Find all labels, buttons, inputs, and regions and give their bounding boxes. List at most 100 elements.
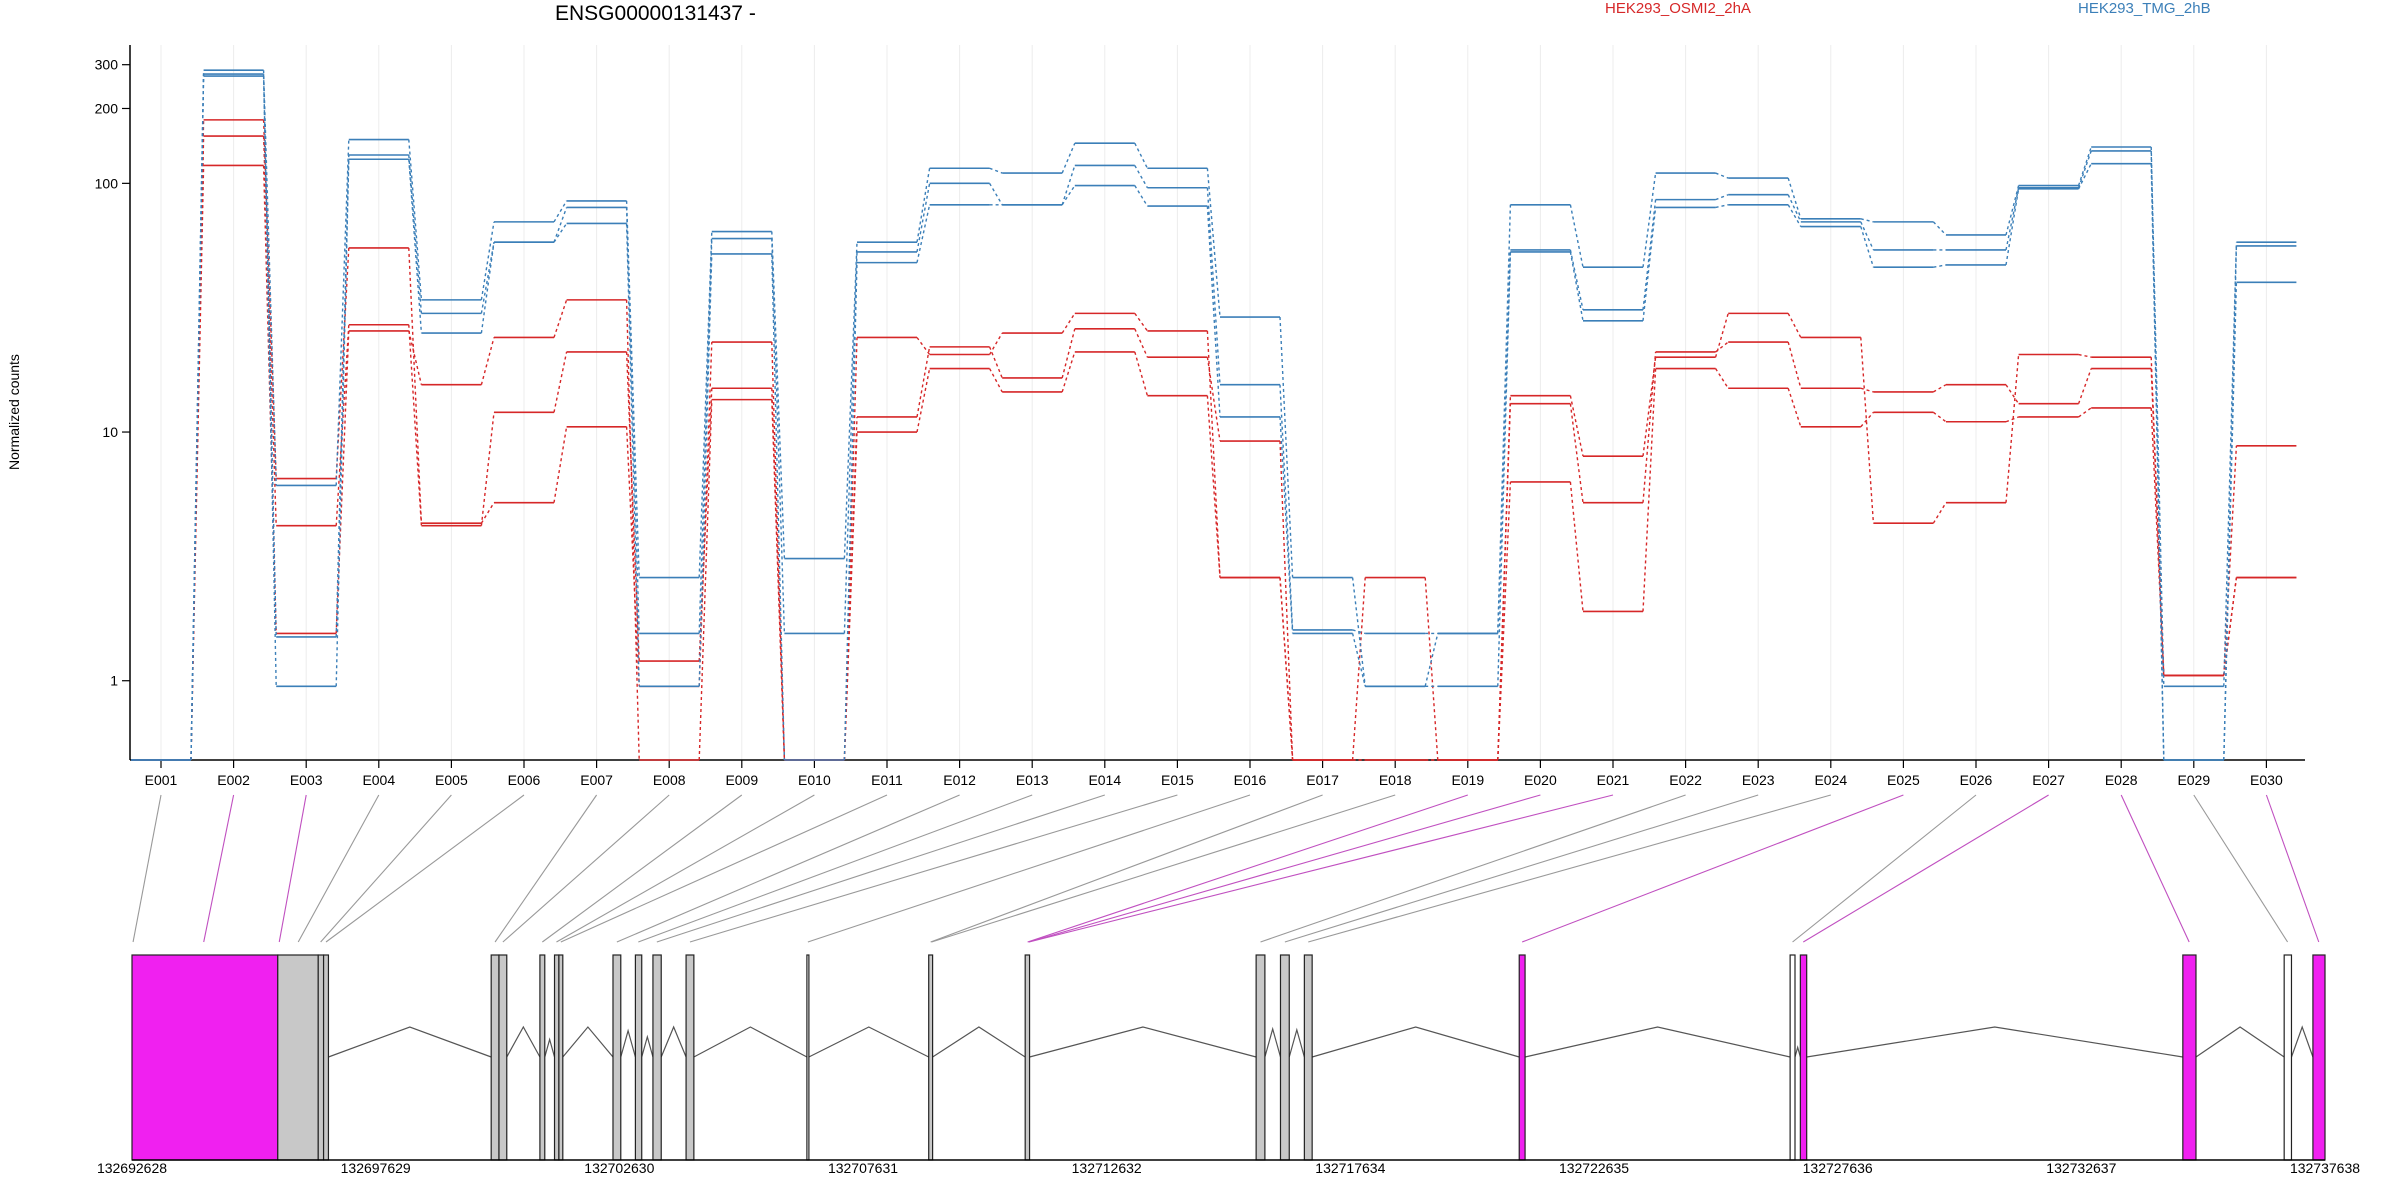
x-tick-label-e017: E017: [1306, 772, 1339, 788]
series-3-link: [1497, 204, 1512, 634]
series-4-link: [625, 207, 640, 634]
x-tick-label-e011: E011: [871, 772, 903, 788]
genomic-coord-label: 132692628: [97, 1160, 167, 1176]
x-tick-label-e004: E004: [362, 772, 395, 788]
series-5-link: [843, 262, 858, 761]
series-3-link: [262, 70, 277, 486]
series-1-link: [2223, 445, 2238, 676]
series-5-link: [1061, 185, 1076, 206]
series-0-link: [1351, 577, 1366, 761]
exon-box: [634, 954, 643, 1161]
x-tick-label-e001: E001: [145, 772, 178, 788]
series-0-link: [408, 247, 423, 524]
connector-e011: [560, 794, 888, 943]
series-4-link: [2223, 245, 2238, 761]
series-3-link: [1715, 172, 1729, 179]
series-0-link: [1787, 313, 1802, 338]
series-2-link: [1715, 368, 1729, 389]
x-tick-label-e007: E007: [580, 772, 613, 788]
series-4-link: [553, 207, 568, 243]
connector-e027: [1802, 794, 2049, 943]
series-3-link: [1279, 317, 1294, 578]
connector-e020: [1028, 794, 1541, 943]
series-4-link: [2077, 150, 2092, 188]
x-tick-label-e009: E009: [725, 772, 758, 788]
exon-box: [1799, 954, 1808, 1161]
exon-connectors: [132, 794, 2320, 943]
exon-box: [1279, 954, 1290, 1161]
series-5-link: [1715, 204, 1729, 209]
genomic-coord-label: 132722635: [1559, 1160, 1629, 1176]
series-0-link: [553, 426, 568, 503]
connector-e005: [320, 794, 452, 943]
exon-box: [490, 954, 500, 1161]
x-tick-label-e024: E024: [1814, 772, 1847, 788]
series-1-link: [553, 351, 568, 413]
series-0-link: [988, 332, 1003, 355]
series-1-link: [1206, 357, 1221, 442]
intron: [808, 1026, 929, 1058]
connector-e029: [2193, 794, 2289, 943]
series-2-link: [2223, 577, 2238, 676]
series-2-link: [1569, 481, 1584, 612]
series-5-link: [335, 159, 350, 687]
series-4-link: [1860, 221, 1875, 251]
exon-box: [1303, 954, 1313, 1161]
x-tick-label-e015: E015: [1161, 772, 1194, 788]
series-0-link: [1642, 357, 1657, 457]
series-1-link: [2005, 384, 2020, 405]
series-0-link: [1061, 313, 1076, 334]
series-3-link: [1061, 142, 1076, 174]
x-tick-label-e030: E030: [2250, 772, 2283, 788]
series-5-link: [698, 253, 713, 687]
series-1-link: [916, 346, 931, 418]
genomic-coord-label: 132737638: [2290, 1160, 2360, 1176]
legend-label-tmg: HEK293_TMG_2hB: [2078, 0, 2211, 17]
series-0-link: [1569, 395, 1584, 457]
series-1-link: [1061, 328, 1076, 379]
series-2-link: [1497, 481, 1512, 761]
exon-box: [1518, 954, 1526, 1161]
series-2-link: [480, 337, 495, 385]
exon-box: [2283, 954, 2293, 1161]
series-3-link: [1642, 172, 1657, 268]
series-4-link: [1569, 249, 1584, 310]
genomic-coord-label: 132727636: [1803, 1160, 1873, 1176]
vertical-grid: [160, 45, 2267, 760]
series-5-link: [1787, 204, 1802, 227]
x-tick-label-e014: E014: [1088, 772, 1121, 788]
axes: 1 10 100 200 300 E001 E002 E003 E004 E005 E006 E007…: [95, 45, 2305, 788]
x-tick-label-e028: E028: [2105, 772, 2138, 788]
series-2-link: [1134, 351, 1149, 396]
chart-title: ENSG00000131437 -: [555, 2, 756, 25]
exon-box: [558, 954, 564, 1161]
y-tick-label: 300: [95, 57, 119, 73]
series-4-link: [1352, 629, 1366, 635]
series-0-link: [916, 337, 931, 355]
y-tick-label: 100: [95, 175, 119, 191]
genomic-coord-label: 132712632: [1072, 1160, 1142, 1176]
series-1-link: [1715, 341, 1729, 353]
x-tick-label-e020: E020: [1524, 772, 1557, 788]
x-tick-label-e016: E016: [1234, 772, 1267, 788]
intron: [641, 1034, 654, 1058]
series-3-link: [771, 231, 786, 559]
y-tick-label: 10: [102, 424, 118, 440]
series-3-link: [1134, 142, 1149, 169]
series-0-link: [1206, 330, 1221, 578]
intron: [506, 1025, 541, 1058]
connector-e028: [2120, 794, 2190, 943]
series-1-link: [262, 135, 277, 526]
intron: [660, 1025, 687, 1058]
connector-e013: [638, 794, 1033, 943]
x-tick-label-e012: E012: [943, 772, 976, 788]
series-4-link: [408, 154, 423, 314]
intron: [1288, 1027, 1305, 1058]
exon-box: [1255, 954, 1266, 1161]
exon-box: [1789, 954, 1796, 1161]
connector-e016: [807, 794, 1251, 943]
connector-e009: [542, 794, 743, 943]
series-2-link: [625, 299, 640, 761]
genomic-coord-label: 132697629: [341, 1160, 411, 1176]
x-tick-label-e002: E002: [217, 772, 250, 788]
